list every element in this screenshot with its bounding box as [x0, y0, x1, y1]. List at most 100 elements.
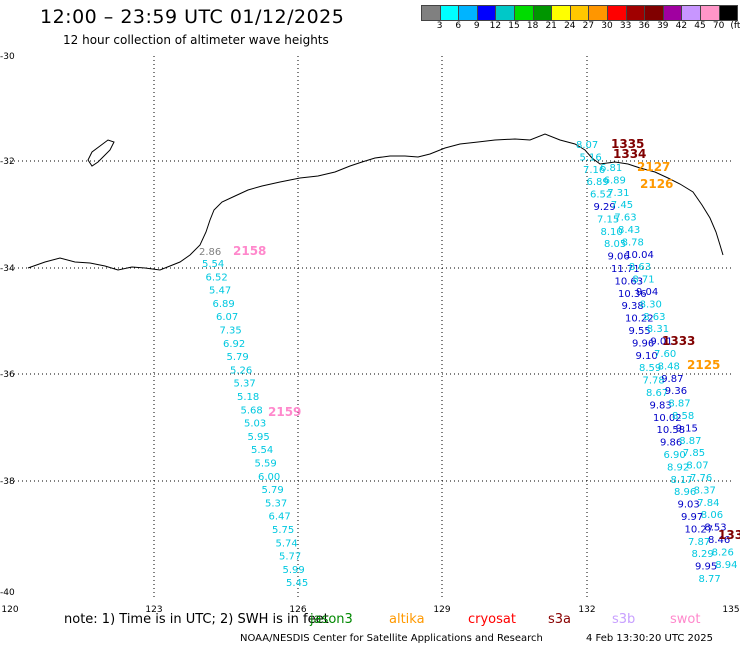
colorbar-swatch — [700, 5, 720, 21]
wave-height-label: 8.29 — [692, 549, 714, 560]
wave-height-label: 7.76 — [690, 473, 712, 484]
wave-height-label: 5.45 — [286, 578, 308, 589]
colorbar-label: 42 — [675, 21, 688, 31]
wave-height-label: 9.97 — [681, 512, 703, 523]
x-tick-label: 123 — [145, 605, 162, 615]
wave-height-label: 5.99 — [283, 565, 305, 576]
colorbar-swatch — [514, 5, 534, 21]
wave-height-label: 7.45 — [611, 200, 633, 211]
legend-s3a: s3a — [548, 612, 572, 627]
wave-height-label: 9.95 — [695, 562, 717, 573]
x-tick-label: 129 — [433, 605, 450, 615]
pass-time-label: 133 — [718, 528, 740, 542]
wave-height-label: 8.67 — [646, 388, 668, 399]
colorbar-label: 39 — [657, 21, 669, 31]
wave-height-label: 5.47 — [209, 286, 231, 297]
wave-height-label: 5.37 — [234, 379, 256, 390]
wave-height-label: 5.59 — [255, 459, 277, 470]
wave-height-label: 9.38 — [622, 301, 644, 312]
wave-height-label: 6.89 — [587, 177, 609, 188]
wave-height-label: 10.63 — [615, 276, 644, 287]
wave-height-label: 8.05 — [604, 239, 626, 250]
wave-height-label: 7.35 — [220, 326, 242, 337]
wave-height-label: 8.58 — [672, 411, 694, 422]
wave-height-label: 7.63 — [614, 213, 636, 224]
wave-height-label: 8.78 — [622, 237, 644, 248]
generation-timestamp: 4 Feb 13:30:20 UTC 2025 — [586, 633, 713, 644]
map-subtitle: 12 hour collection of altimeter wave hei… — [63, 33, 329, 47]
wave-height-label: 5.54 — [202, 259, 224, 270]
legend-cryosat: cryosat — [468, 612, 516, 627]
legend-altika: altika — [389, 612, 425, 627]
x-tick-label: 132 — [578, 605, 595, 615]
wave-height-label: 9.01 — [650, 337, 672, 348]
wave-height-label: 7.84 — [697, 498, 719, 509]
colorbar-label: 36 — [638, 21, 650, 31]
colorbar-label: 70 — [712, 21, 725, 31]
x-tick-label: 126 — [289, 605, 306, 615]
colorbar-swatch — [626, 5, 646, 21]
footer-note: note: 1) Time is in UTC; 2) SWH is in fe… — [64, 612, 329, 627]
wave-height-label: 8.46 — [708, 535, 730, 546]
coastline — [27, 133, 724, 271]
wave-height-label: 5.79 — [227, 352, 249, 363]
legend-jason3: jason3 — [310, 612, 353, 627]
wave-height-label: 10.22 — [625, 314, 654, 325]
wave-height-label: 7.16 — [583, 165, 605, 176]
wave-height-label: 8.96 — [674, 487, 696, 498]
wave-height-label: 6.52 — [206, 272, 228, 283]
wave-height-label: 11.71 — [611, 264, 640, 275]
wave-height-label: 8.87 — [668, 399, 690, 410]
wave-height-label: 5.95 — [248, 432, 270, 443]
wave-height-label: 9.06 — [608, 252, 630, 263]
wave-height-label: 7.60 — [654, 349, 676, 360]
wave-height-label: 8.59 — [639, 363, 661, 374]
colorbar-label: (ft) — [730, 21, 740, 31]
colorbar-swatch — [663, 5, 683, 21]
colorbar-label: 30 — [601, 21, 613, 31]
map-title: 12:00 – 23:59 UTC 01/12/2025 — [40, 6, 345, 28]
wave-height-label: 9.86 — [660, 438, 682, 449]
wave-height-label: 8.37 — [694, 485, 716, 496]
colorbar-swatch — [589, 5, 608, 21]
wave-height-label: 8.63 — [643, 312, 665, 323]
colorbar-label: 3 — [436, 21, 443, 31]
pass-time-label: 2158 — [233, 244, 266, 258]
pass-time-label: 2126 — [640, 177, 673, 191]
wave-height-label: 9.87 — [661, 374, 683, 385]
wave-height-label: 8.06 — [701, 510, 723, 521]
wave-height-label: 6.89 — [213, 299, 235, 310]
wave-height-label: 9.29 — [594, 202, 616, 213]
wave-height-label: 8.31 — [647, 324, 669, 335]
colorbar-swatch — [533, 5, 553, 21]
wave-height-label: 6.81 — [600, 163, 622, 174]
map-grid: 120 123 126 129 132 135 -30 -32 -34 -36 -38 -40 — [0, 52, 740, 615]
x-tick-label: 135 — [722, 605, 739, 615]
wave-height-label: 8.26 — [712, 547, 734, 558]
wave-height-label: 6.90 — [664, 450, 686, 461]
colorbar-label: 21 — [545, 21, 557, 31]
wave-height-label: 8.53 — [704, 523, 726, 534]
wave-height-label: 6.00 — [258, 472, 280, 483]
wave-height-label: 9.04 — [636, 287, 658, 298]
wave-height-label: 8.77 — [699, 574, 721, 585]
wave-height-label: 8.71 — [632, 275, 654, 286]
wave-height-label: 8.43 — [618, 225, 640, 236]
colorbar-label: 15 — [508, 21, 520, 31]
wave-height-label: 6.52 — [590, 190, 612, 201]
wave-height-label: 10.04 — [625, 250, 654, 261]
wave-height-label: 8.07 — [576, 140, 598, 151]
wave-height-label: 10.36 — [618, 289, 647, 300]
colorbar-label: 27 — [582, 21, 595, 31]
wave-height-label: 8.94 — [715, 560, 737, 571]
legend-swot: swot — [670, 612, 701, 627]
x-tick-label: 120 — [1, 605, 18, 615]
wave-height-label: 7.85 — [683, 448, 705, 459]
wave-height-label: 8.87 — [679, 436, 701, 447]
legend-s3b: s3b — [612, 612, 636, 627]
wave-height-label: 9.10 — [636, 351, 658, 362]
y-tick-label: -40 — [0, 588, 15, 598]
wave-height-label: 8.17 — [671, 475, 693, 486]
colorbar-label: 6 — [455, 21, 462, 31]
